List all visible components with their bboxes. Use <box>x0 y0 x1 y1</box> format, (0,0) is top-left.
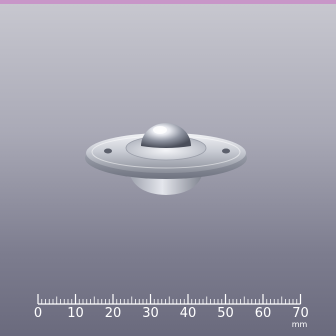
ruler-label-50: 50 <box>217 306 234 321</box>
ruler-unit: mm <box>291 320 308 329</box>
mounting-hole-left <box>104 148 112 154</box>
ruler-ticks <box>37 294 302 305</box>
ruler-label-30: 30 <box>142 306 159 321</box>
top-accent-bar <box>0 0 336 4</box>
ruler-label-70: 70 <box>292 306 309 321</box>
steel-ball <box>141 123 191 148</box>
scale-ruler: 0 10 20 30 40 50 60 70 mm <box>28 286 318 332</box>
ruler-label-10: 10 <box>67 306 84 321</box>
ruler-label-60: 60 <box>254 306 272 321</box>
ruler-label-0: 0 <box>33 306 43 321</box>
ruler-label-40: 40 <box>179 306 197 321</box>
mounting-hole-right <box>222 148 230 154</box>
ruler-label-20: 20 <box>104 306 122 321</box>
